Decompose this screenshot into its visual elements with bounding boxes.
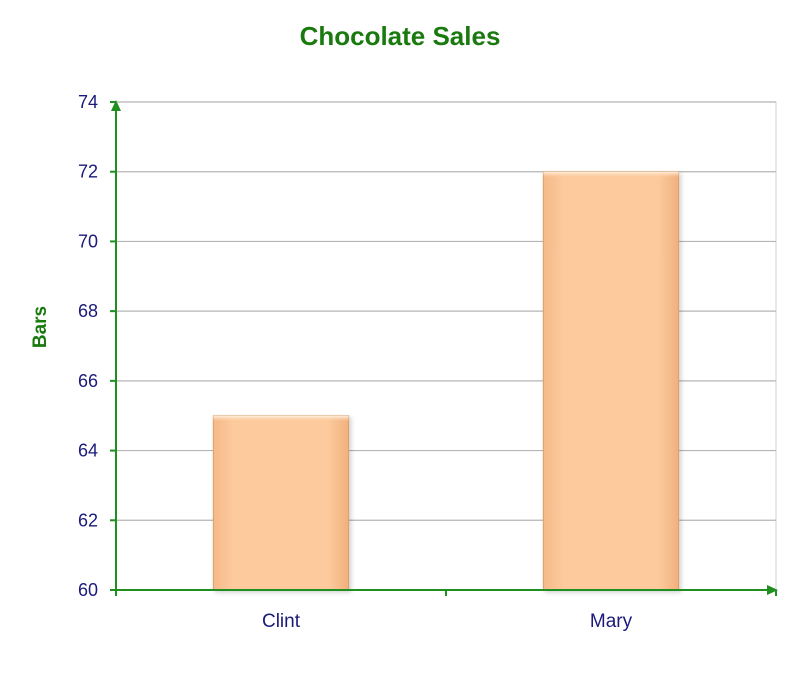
y-tick-label: 66 — [78, 371, 98, 391]
bar-clint — [212, 415, 350, 591]
bar-mary — [542, 171, 680, 591]
bar-body — [212, 415, 350, 591]
axes — [110, 100, 778, 596]
y-tick-label: 62 — [78, 510, 98, 530]
y-axis-label: Bars — [30, 306, 51, 348]
bar-highlight — [213, 415, 349, 422]
bar-body — [542, 171, 680, 591]
y-tick-label: 60 — [78, 580, 98, 600]
x-category-label: Clint — [262, 611, 301, 632]
x-axis-arrow — [767, 585, 778, 595]
x-category-label: Mary — [590, 611, 633, 632]
y-tick-label: 74 — [78, 92, 98, 112]
y-tick-label: 70 — [78, 231, 98, 251]
y-axis-arrow — [111, 100, 121, 111]
y-tick-label: 64 — [78, 441, 98, 461]
y-tick-labels: 60 62 64 66 68 70 72 74 — [78, 92, 98, 600]
chart-title: Chocolate Sales — [300, 21, 501, 51]
x-category-labels: Clint Mary — [262, 611, 633, 632]
bar-highlight — [543, 171, 679, 178]
y-tick-label: 72 — [78, 162, 98, 182]
y-tick-label: 68 — [78, 301, 98, 321]
